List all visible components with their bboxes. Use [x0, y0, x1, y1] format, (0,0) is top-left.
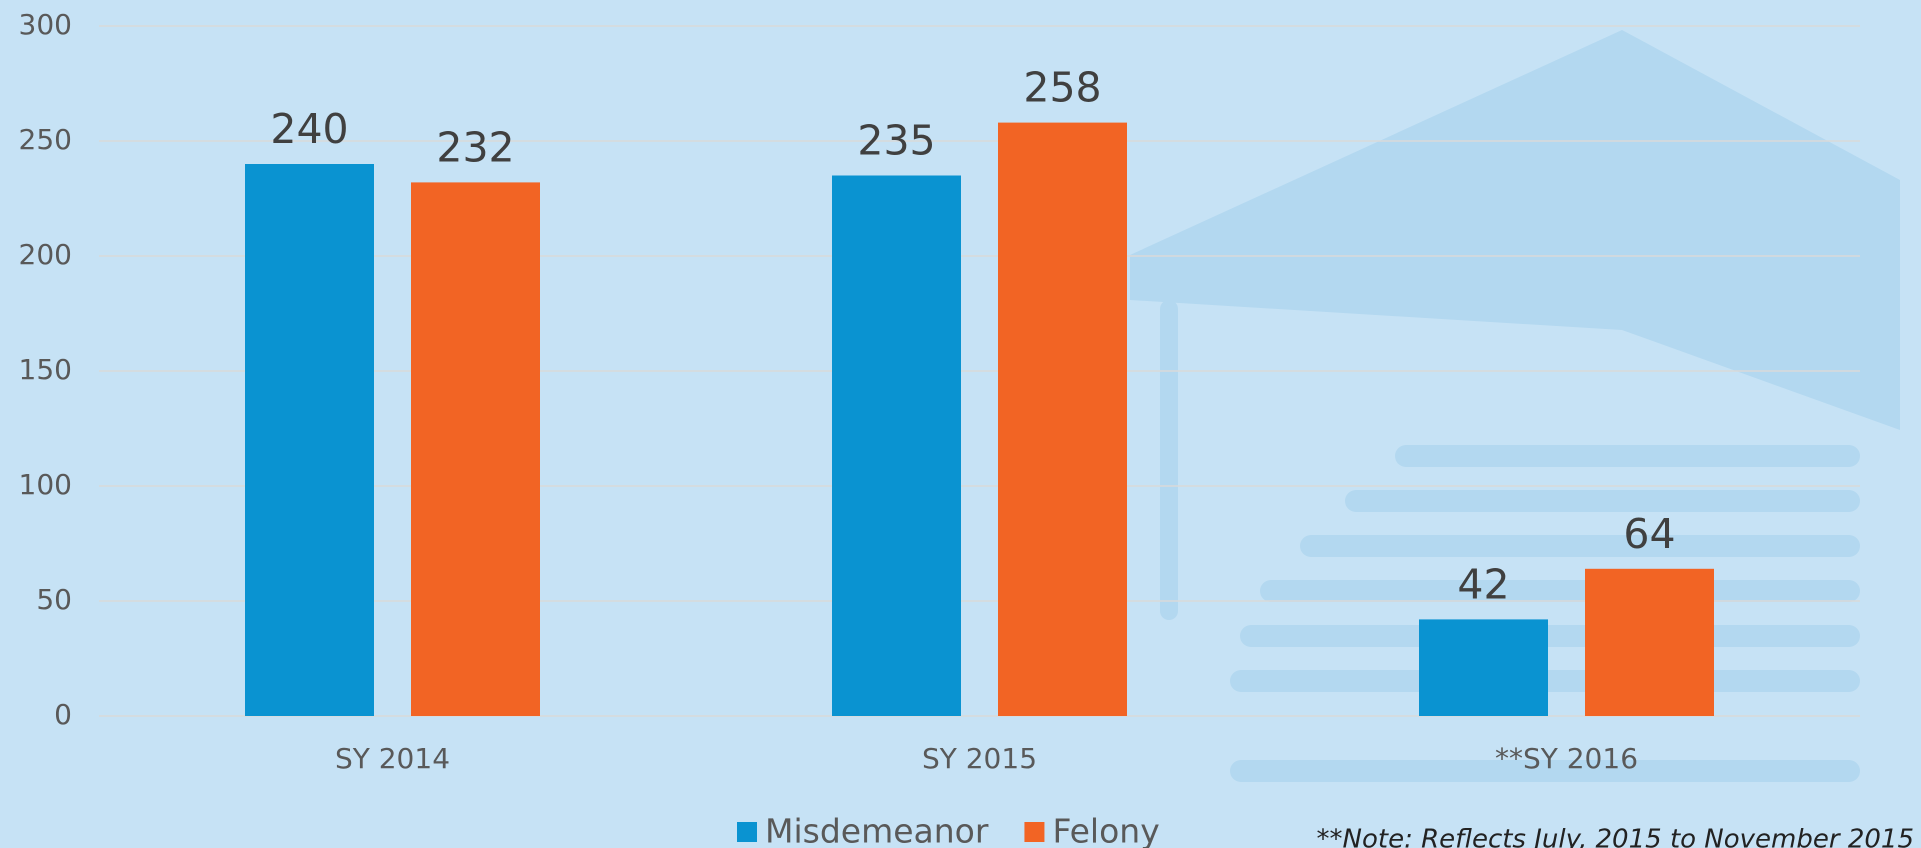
x-tick-label: SY 2015 — [922, 742, 1037, 775]
y-tick-label: 0 — [54, 698, 72, 731]
y-tick-label: 150 — [19, 353, 72, 386]
watermark-tassel — [1160, 300, 1178, 620]
y-tick-label: 200 — [19, 238, 72, 271]
watermark-line — [1230, 760, 1860, 782]
bar — [998, 122, 1127, 717]
y-tick-label: 300 — [19, 8, 72, 41]
legend-swatch — [737, 822, 757, 842]
bar — [411, 182, 540, 716]
value-label: 235 — [857, 117, 935, 165]
bar — [832, 175, 961, 716]
legend-label: Misdemeanor — [765, 812, 989, 848]
bar — [245, 164, 374, 716]
x-tick-label: SY 2014 — [335, 742, 450, 775]
watermark-line — [1345, 490, 1860, 512]
watermark-line — [1395, 445, 1860, 467]
value-label: 240 — [270, 105, 348, 153]
y-tick-label: 250 — [19, 123, 72, 156]
legend-swatch — [1024, 822, 1045, 842]
x-tick-label: **SY 2016 — [1495, 742, 1638, 775]
bar — [1419, 619, 1548, 716]
watermark-cap — [1130, 30, 1900, 430]
value-label: 64 — [1623, 510, 1675, 558]
y-tick-label: 100 — [19, 468, 72, 501]
watermark-line — [1300, 535, 1860, 557]
watermark-line — [1240, 625, 1860, 647]
watermark-line — [1260, 580, 1860, 602]
bar — [1585, 568, 1714, 716]
value-label: 258 — [1023, 64, 1101, 112]
value-label: 42 — [1457, 560, 1509, 608]
note: **Note: Reflects July, 2015 to November … — [1317, 825, 1914, 848]
legend-label: Felony — [1052, 812, 1159, 848]
y-tick-label: 50 — [36, 583, 72, 616]
value-label: 232 — [436, 123, 514, 171]
